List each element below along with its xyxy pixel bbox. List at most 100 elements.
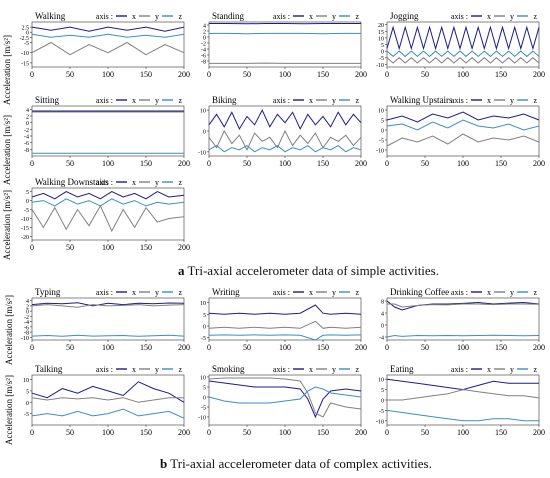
- y-tick-label: -2: [24, 128, 29, 134]
- legend-prefix: axis :: [451, 96, 468, 105]
- y-tick-label: 20: [378, 23, 384, 29]
- y-tick-label: -5: [379, 139, 384, 145]
- x-tick-label: 50: [243, 70, 251, 79]
- x-tick-label: 200: [533, 428, 545, 437]
- y-tick-label: -8: [24, 148, 29, 154]
- legend-prefix: axis :: [273, 96, 290, 105]
- legend-entry-label: y: [510, 12, 514, 21]
- legend-entry-label: z: [533, 96, 537, 105]
- legend-prefix: axis :: [273, 365, 290, 374]
- series-line-z: [386, 50, 540, 58]
- caption-complex: b Tri-axial accelerometer data of comple…: [160, 456, 432, 472]
- legend-entry-label: x: [487, 288, 491, 297]
- x-tick-label: 50: [66, 243, 74, 252]
- y-tick-label: 5: [381, 119, 384, 125]
- legend-prefix: axis :: [273, 288, 290, 297]
- y-tick-label: 5: [203, 386, 206, 392]
- legend-entry-label: x: [132, 178, 136, 187]
- x-tick-label: 0: [385, 343, 389, 352]
- y-tick-label: 4: [203, 24, 206, 30]
- y-tick-label: -5: [379, 56, 384, 62]
- y-tick-label: -5: [201, 406, 206, 412]
- x-tick-label: 50: [243, 428, 251, 437]
- x-tick-label: 50: [66, 70, 74, 79]
- series-line-y: [208, 129, 362, 151]
- y-tick-label: 10: [200, 109, 206, 115]
- x-tick-label: 200: [355, 70, 367, 79]
- y-tick-label: -6: [201, 54, 206, 60]
- x-tick-label: 0: [207, 343, 211, 352]
- x-tick-label: 200: [178, 243, 190, 252]
- x-tick-label: 0: [385, 428, 389, 437]
- x-tick-label: 100: [102, 70, 114, 79]
- legend-entry-label: y: [155, 365, 159, 374]
- legend-entry-label: z: [178, 365, 182, 374]
- legend-entry-label: y: [510, 365, 514, 374]
- y-tick-label: -5: [379, 409, 384, 415]
- legend-entry-label: z: [178, 12, 182, 21]
- legend-entry-label: y: [155, 96, 159, 105]
- x-tick-label: 100: [279, 343, 291, 352]
- chart-title: Standing: [212, 11, 245, 21]
- series-line-y: [387, 389, 540, 401]
- caption-complex-text: Tri-axial accelerometer data of complex …: [170, 456, 432, 471]
- y-tick-label: -2.5: [20, 36, 30, 42]
- x-tick-label: 200: [533, 159, 545, 168]
- series-line-y: [386, 133, 540, 147]
- caption-simple-text: Tri-axial accelerometer data of simple a…: [187, 263, 439, 278]
- legend-entry-label: z: [178, 178, 182, 187]
- legend-entry-label: z: [178, 288, 182, 297]
- x-tick-label: 150: [140, 428, 152, 437]
- y-tick-label: 10: [23, 378, 29, 384]
- chart-title: Jogging: [390, 11, 419, 21]
- y-tick-label: 8: [381, 300, 384, 306]
- legend-entry-label: y: [332, 365, 336, 374]
- legend-prefix: axis :: [273, 12, 290, 21]
- legend-entry-label: x: [132, 288, 136, 297]
- y-tick-label: 4: [26, 299, 29, 305]
- series-line-z: [386, 119, 540, 131]
- x-tick-label: 50: [66, 159, 74, 168]
- x-tick-label: 100: [102, 428, 114, 437]
- chart-panel: Talking z y x axis : 0 50 100 150 200 -5 0 5 10: [23, 364, 190, 437]
- legend-entry-label: z: [533, 288, 537, 297]
- legend-entry-label: z: [533, 365, 537, 374]
- chart-title: Smoking: [212, 364, 245, 374]
- series-line-x: [31, 26, 185, 32]
- series-line-z: [31, 408, 185, 419]
- series-line-y: [31, 41, 185, 56]
- x-tick-label: 100: [457, 343, 469, 352]
- legend-entry-label: x: [309, 288, 313, 297]
- legend-entry-label: z: [355, 12, 359, 21]
- y-tick-label: 0: [381, 324, 384, 330]
- series-line-y: [31, 304, 185, 308]
- legend-entry-label: z: [178, 96, 182, 105]
- chart-title: Walking Downstairs: [35, 177, 109, 187]
- legend: z y x axis :: [451, 365, 538, 374]
- chart-title: Walking: [35, 11, 66, 21]
- y-axis-label: Acceleration [m/s²]: [2, 35, 12, 105]
- x-tick-label: 200: [355, 428, 367, 437]
- legend-prefix: axis :: [96, 96, 113, 105]
- x-tick-label: 50: [243, 159, 251, 168]
- series-line-x: [31, 302, 185, 307]
- legend-entry-label: x: [487, 12, 491, 21]
- y-axis-label: Acceleration [m/s²]: [2, 115, 12, 185]
- legend-entry-label: x: [487, 96, 491, 105]
- legend-entry-label: x: [132, 365, 136, 374]
- caption-simple-letter: a: [178, 263, 185, 278]
- x-tick-label: 150: [495, 159, 507, 168]
- chart-title: Eating: [390, 364, 414, 374]
- y-tick-label: 4: [26, 108, 29, 114]
- plot-frame: [31, 105, 185, 157]
- series-line-z: [31, 198, 185, 207]
- y-tick-label: 2: [26, 115, 29, 121]
- series-line-y: [31, 397, 184, 403]
- legend-entry-label: x: [132, 96, 136, 105]
- y-tick-label: 0: [203, 396, 206, 402]
- chart-title: Writing: [212, 287, 240, 297]
